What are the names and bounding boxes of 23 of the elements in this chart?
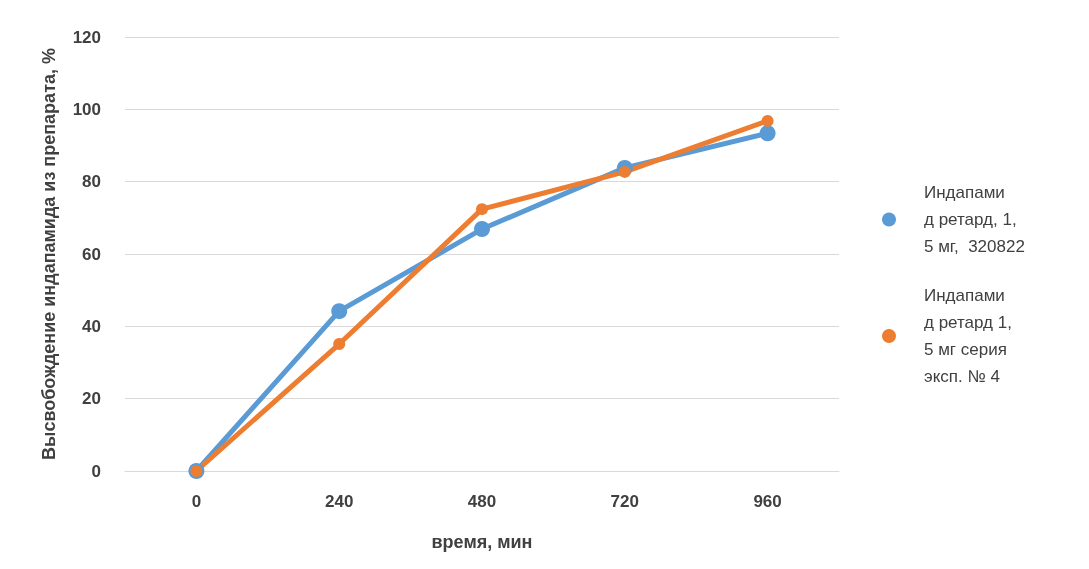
point	[333, 338, 346, 351]
point	[618, 165, 631, 178]
y-tick-label: 0	[91, 461, 101, 481]
x-axis-title: время, мин	[431, 532, 533, 552]
x-tick-label: 480	[467, 492, 497, 511]
legend-label: Индапамид ретард 1,5 мг серия эксп. № 4	[924, 286, 1012, 386]
y-tick-label: 120	[72, 27, 101, 47]
point	[474, 221, 490, 238]
y-tick-label: 100	[72, 99, 101, 119]
x-tick-label: 0	[191, 492, 202, 511]
y-tick-label: 60	[82, 244, 101, 264]
point	[331, 303, 348, 320]
legend-label: Индапамид ретард, 1,5 мг, 320822	[924, 183, 1025, 256]
y-axis-title: Высвобождение индапамида из препарата, %	[38, 48, 59, 460]
x-tick-label: 960	[753, 492, 782, 511]
point	[476, 203, 488, 216]
y-tick-label: 40	[82, 316, 101, 336]
y-tick-label: 80	[82, 172, 101, 192]
point	[759, 125, 776, 142]
x-tick-label: 720	[610, 492, 639, 511]
x-tick-label: 240	[325, 492, 354, 511]
y-tick-label: 20	[82, 389, 101, 409]
point	[761, 114, 774, 127]
